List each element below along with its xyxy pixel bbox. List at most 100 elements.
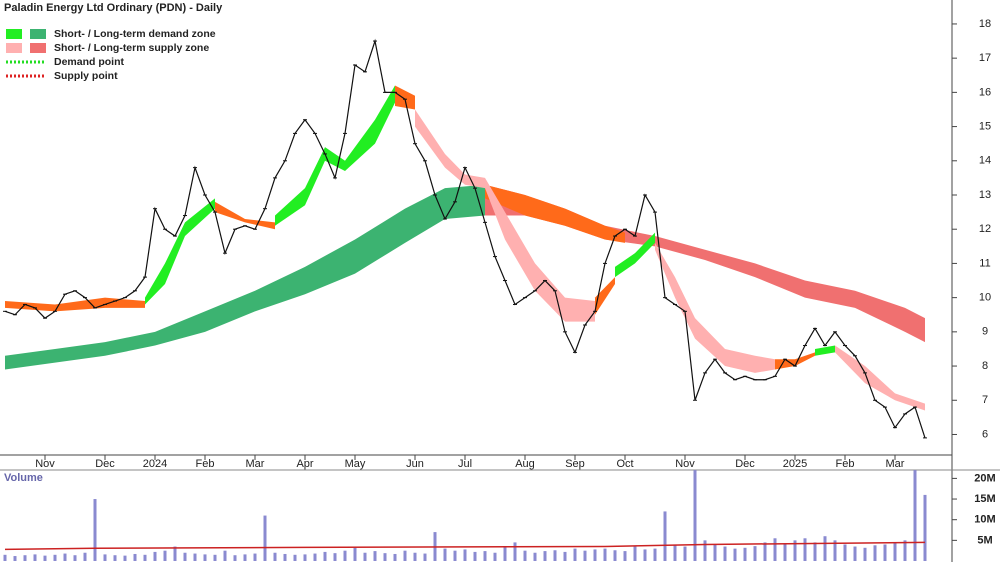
volume-bar xyxy=(683,546,687,561)
volume-bar xyxy=(583,550,587,561)
legend-swatch xyxy=(6,29,22,39)
x-tick-label: Mar xyxy=(246,458,265,470)
volume-bar xyxy=(403,550,407,561)
x-tick-label: Oct xyxy=(616,458,633,470)
volume-bar xyxy=(593,549,597,561)
volume-average xyxy=(4,541,926,551)
y-tick-label: 20M xyxy=(974,472,995,484)
legend-swatch xyxy=(30,29,46,39)
volume-bar xyxy=(393,553,397,561)
volume-bar xyxy=(43,555,47,561)
y-tick-label: 17 xyxy=(979,52,991,64)
x-tick-label: Aug xyxy=(515,458,535,470)
x-tick-label: Jul xyxy=(458,458,472,470)
legend-swatch xyxy=(30,43,46,53)
volume-bar xyxy=(353,547,357,561)
legend-label: Short- / Long-term demand zone xyxy=(54,28,216,40)
x-tick-label: Feb xyxy=(836,458,855,470)
volume-bar xyxy=(103,554,107,561)
volume-bar xyxy=(763,542,767,561)
volume-bar xyxy=(473,551,477,561)
y-tick-label: 15M xyxy=(974,493,995,505)
chart-title: Paladin Energy Ltd Ordinary (PDN) - Dail… xyxy=(4,2,223,14)
volume-bar xyxy=(373,551,377,561)
volume-bar xyxy=(753,546,757,561)
volume-bar xyxy=(493,552,497,561)
volume-bar xyxy=(503,546,507,561)
zone xyxy=(655,242,775,373)
volume-bar xyxy=(703,540,707,561)
volume-bar xyxy=(883,544,887,561)
volume-bar xyxy=(713,544,717,561)
volume-bar xyxy=(633,546,637,561)
zone xyxy=(5,184,485,370)
volume-bar xyxy=(533,552,537,561)
volume-bar xyxy=(733,548,737,561)
zones xyxy=(5,85,925,411)
y-tick-label: 16 xyxy=(979,86,991,98)
volume-bar xyxy=(863,547,867,561)
volume-bar xyxy=(923,494,927,561)
volume-bar xyxy=(793,540,797,561)
volume-bar xyxy=(813,542,817,561)
volume-bar xyxy=(803,538,807,561)
volume-bar xyxy=(223,550,227,561)
x-tick-label: Sep xyxy=(565,458,585,470)
volume-bar xyxy=(673,544,677,561)
y-tick-label: 11 xyxy=(979,257,990,269)
volume-title: Volume xyxy=(4,472,43,484)
zone xyxy=(215,201,275,230)
volume-bar xyxy=(413,552,417,561)
y-tick-label: 9 xyxy=(982,326,988,338)
volume-bar xyxy=(363,552,367,561)
volume-bar xyxy=(453,550,457,561)
volume-bar xyxy=(743,547,747,561)
volume-bar xyxy=(83,552,87,561)
volume-bar xyxy=(13,556,17,561)
volume-bar xyxy=(33,554,37,561)
y-tick-label: 13 xyxy=(979,189,991,201)
y-tick-label: 5M xyxy=(977,534,992,546)
volume-bar xyxy=(603,548,607,561)
volume-bar xyxy=(563,551,567,561)
volume-bar xyxy=(293,554,297,561)
volume-bar xyxy=(843,544,847,561)
volume-bar xyxy=(143,554,147,561)
legend: Short- / Long-term demand zone Short- / L… xyxy=(6,28,216,82)
volume-bar xyxy=(773,538,777,561)
volume-bar xyxy=(853,546,857,561)
volume-bar xyxy=(343,550,347,561)
price-layer xyxy=(3,38,927,439)
volume-bar xyxy=(323,551,327,561)
legend-label: Supply point xyxy=(54,70,118,82)
y-tick-label: 6 xyxy=(982,428,988,440)
y-tick-label: 8 xyxy=(982,360,988,372)
volume-bar xyxy=(823,536,827,561)
zone xyxy=(5,297,145,312)
volume-bar xyxy=(783,544,787,561)
volume-bar xyxy=(153,551,157,561)
volume-bar xyxy=(463,549,467,561)
volume-bar xyxy=(613,550,617,561)
zone xyxy=(485,184,625,243)
y-tick-label: 7 xyxy=(982,394,988,406)
y-tick-label: 10 xyxy=(979,292,991,304)
y-tick-label: 15 xyxy=(979,120,991,132)
volume-bar xyxy=(193,553,197,561)
volume-bar xyxy=(243,554,247,561)
volume-bar xyxy=(173,546,177,561)
x-tick-label: Nov xyxy=(675,458,695,470)
x-tick-label: Nov xyxy=(35,458,55,470)
volume-bar xyxy=(693,470,697,561)
volume-bar xyxy=(663,511,667,561)
volume-bar xyxy=(93,499,97,561)
volume-bar xyxy=(443,548,447,561)
volume-bar xyxy=(643,549,647,561)
zone xyxy=(275,85,395,226)
legend-label: Demand point xyxy=(54,56,125,68)
volume-bar xyxy=(723,546,727,561)
volume-bar xyxy=(893,542,897,561)
volume-bar xyxy=(23,555,27,561)
